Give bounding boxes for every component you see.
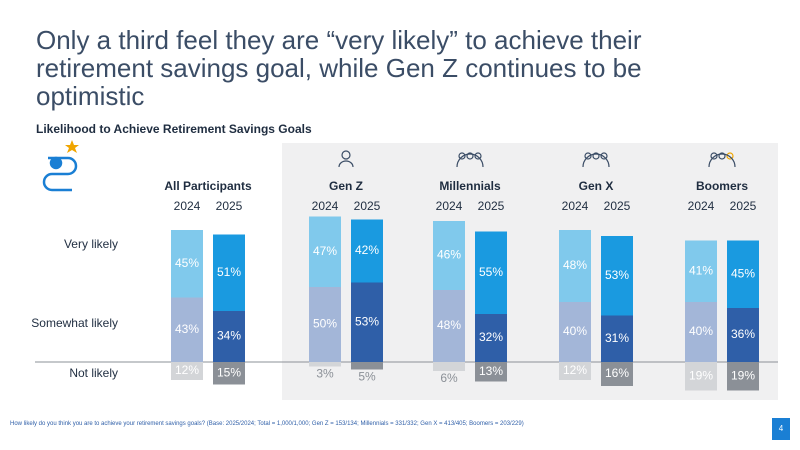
row-label: Very likely <box>64 237 118 251</box>
value-label: 32% <box>479 330 503 344</box>
year-label: 2025 <box>216 199 243 213</box>
bar-segment <box>727 308 759 362</box>
people-icons <box>338 150 736 168</box>
bar-segment <box>351 219 383 283</box>
row-label: Somewhat likely <box>31 316 118 330</box>
group-label: Boomers <box>696 179 748 193</box>
bar-segment <box>171 297 203 362</box>
value-label: 15% <box>217 365 241 379</box>
value-label: 47% <box>313 244 337 258</box>
bar-segment <box>171 230 203 298</box>
bar-segment <box>559 230 591 302</box>
year-label: 2025 <box>730 199 757 213</box>
value-label: 12% <box>563 363 587 377</box>
value-label: 19% <box>731 368 755 382</box>
value-label: 19% <box>689 368 713 382</box>
footnote: How likely do you think you are to achie… <box>10 421 524 427</box>
subtitle: Likelihood to Achieve Retirement Savings… <box>36 122 312 136</box>
bar-segment <box>685 362 717 391</box>
value-label: 53% <box>355 314 379 328</box>
value-label: 46% <box>437 248 461 262</box>
group-label: Millennials <box>439 179 501 193</box>
value-label: 36% <box>731 327 755 341</box>
bar-segment <box>433 221 465 290</box>
year-label: 2025 <box>478 199 505 213</box>
year-label: 2024 <box>312 199 339 213</box>
year-label: 2024 <box>688 199 715 213</box>
title: Only a third feel they are “very likely”… <box>36 25 642 111</box>
value-label: 50% <box>313 317 337 331</box>
value-label: 55% <box>479 265 503 279</box>
bar-segment <box>433 290 465 362</box>
group-label: All Participants <box>164 179 252 193</box>
value-label: 45% <box>731 266 755 280</box>
value-label: 31% <box>605 331 629 345</box>
value-label: 41% <box>689 263 713 277</box>
year-label: 2025 <box>604 199 631 213</box>
bar-segment <box>475 362 507 382</box>
bar-segment <box>601 362 633 386</box>
value-label: 13% <box>479 364 503 378</box>
bar-segment <box>475 314 507 362</box>
row-label: Not likely <box>69 366 118 380</box>
bar-segment <box>171 362 203 380</box>
year-label: 2025 <box>354 199 381 213</box>
bar-segment <box>601 315 633 362</box>
value-label: 34% <box>217 329 241 343</box>
year-label: 2024 <box>174 199 201 213</box>
bar-segment <box>351 362 383 370</box>
value-label: 43% <box>175 322 199 336</box>
value-label: 51% <box>217 265 241 279</box>
value-label: 5% <box>358 370 376 384</box>
value-label: 16% <box>605 366 629 380</box>
bar-segment <box>601 236 633 316</box>
bar-segment <box>727 240 759 308</box>
bar-segment <box>213 234 245 311</box>
bar-segment <box>727 362 759 391</box>
bar-segment <box>351 282 383 362</box>
bar-segment <box>559 302 591 362</box>
page-number: 4 <box>772 418 790 440</box>
value-label: 48% <box>563 258 587 272</box>
bar-segment <box>213 311 245 362</box>
bar-segment <box>309 287 341 362</box>
bar-segment <box>559 362 591 380</box>
value-label: 40% <box>689 324 713 338</box>
value-label: 12% <box>175 363 199 377</box>
value-label: 53% <box>605 268 629 282</box>
bar-segment <box>433 362 465 371</box>
group-label: Gen X <box>579 179 614 193</box>
value-label: 48% <box>437 318 461 332</box>
value-label: 6% <box>440 371 458 385</box>
year-label: 2024 <box>562 199 589 213</box>
bar-segment <box>309 216 341 287</box>
value-label: 42% <box>355 243 379 257</box>
value-label: 45% <box>175 256 199 270</box>
year-label: 2024 <box>436 199 463 213</box>
value-label: 40% <box>563 324 587 338</box>
group-label: Gen Z <box>329 179 363 193</box>
bar-segment <box>309 362 341 367</box>
bar-segment <box>213 362 245 385</box>
icon <box>42 140 79 192</box>
value-label: 3% <box>316 367 334 381</box>
bar-segment <box>685 240 717 302</box>
bar-segment <box>475 231 507 314</box>
bar-segment <box>685 302 717 362</box>
